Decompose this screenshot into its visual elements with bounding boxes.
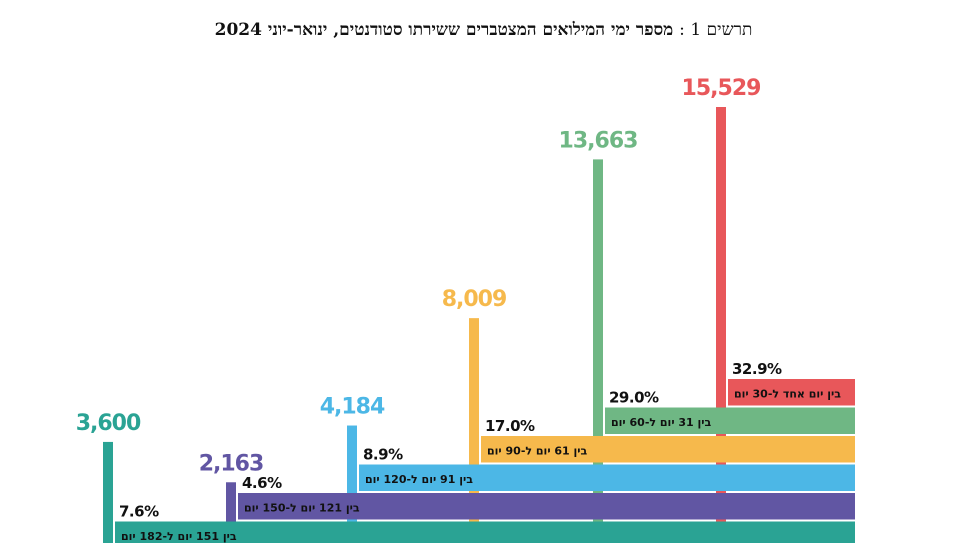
value-label: 13,663	[559, 128, 638, 153]
range-band	[238, 493, 855, 520]
range-label: בין 121 יום ל-150 יום	[244, 501, 360, 514]
chart-title-text: מספר ימי המילואים המצטברים ששירתו סטודנט…	[214, 20, 674, 40]
range-band	[115, 521, 855, 543]
range-label: בין 31 יום ל-60 יום	[611, 416, 712, 429]
value-label: 8,009	[442, 287, 507, 312]
value-bar	[716, 107, 726, 543]
value-label: 3,600	[76, 411, 141, 436]
chart-title-prefix: תרשים 1 :	[679, 20, 753, 40]
percent-label: 7.6%	[119, 503, 159, 521]
value-label: 15,529	[682, 76, 761, 101]
range-band	[728, 379, 855, 406]
range-label: בין 151 יום ל-182 יום	[121, 530, 237, 543]
range-band	[359, 464, 855, 491]
range-label: בין 91 יום ל-120 יום	[365, 473, 473, 486]
percent-label: 32.9%	[732, 360, 782, 378]
value-bar	[103, 441, 113, 543]
value-bar	[226, 482, 236, 543]
range-band	[605, 407, 855, 434]
range-label: בין יום אחד ל-30 יום	[734, 387, 841, 400]
range-band	[481, 436, 855, 463]
value-label: 4,184	[320, 395, 385, 420]
value-label: 2,163	[199, 451, 264, 476]
value-bar	[469, 318, 479, 543]
chart-title: תרשים 1 : מספר ימי המילואים המצטברים ששי…	[0, 20, 967, 40]
range-label: בין 61 יום ל-90 יום	[487, 444, 588, 457]
value-bar	[347, 425, 357, 543]
percent-label: 4.6%	[242, 474, 282, 492]
percent-label: 29.0%	[609, 389, 659, 407]
percent-label: 17.0%	[485, 417, 535, 435]
value-bar	[593, 159, 603, 543]
percent-label: 8.9%	[363, 446, 403, 464]
